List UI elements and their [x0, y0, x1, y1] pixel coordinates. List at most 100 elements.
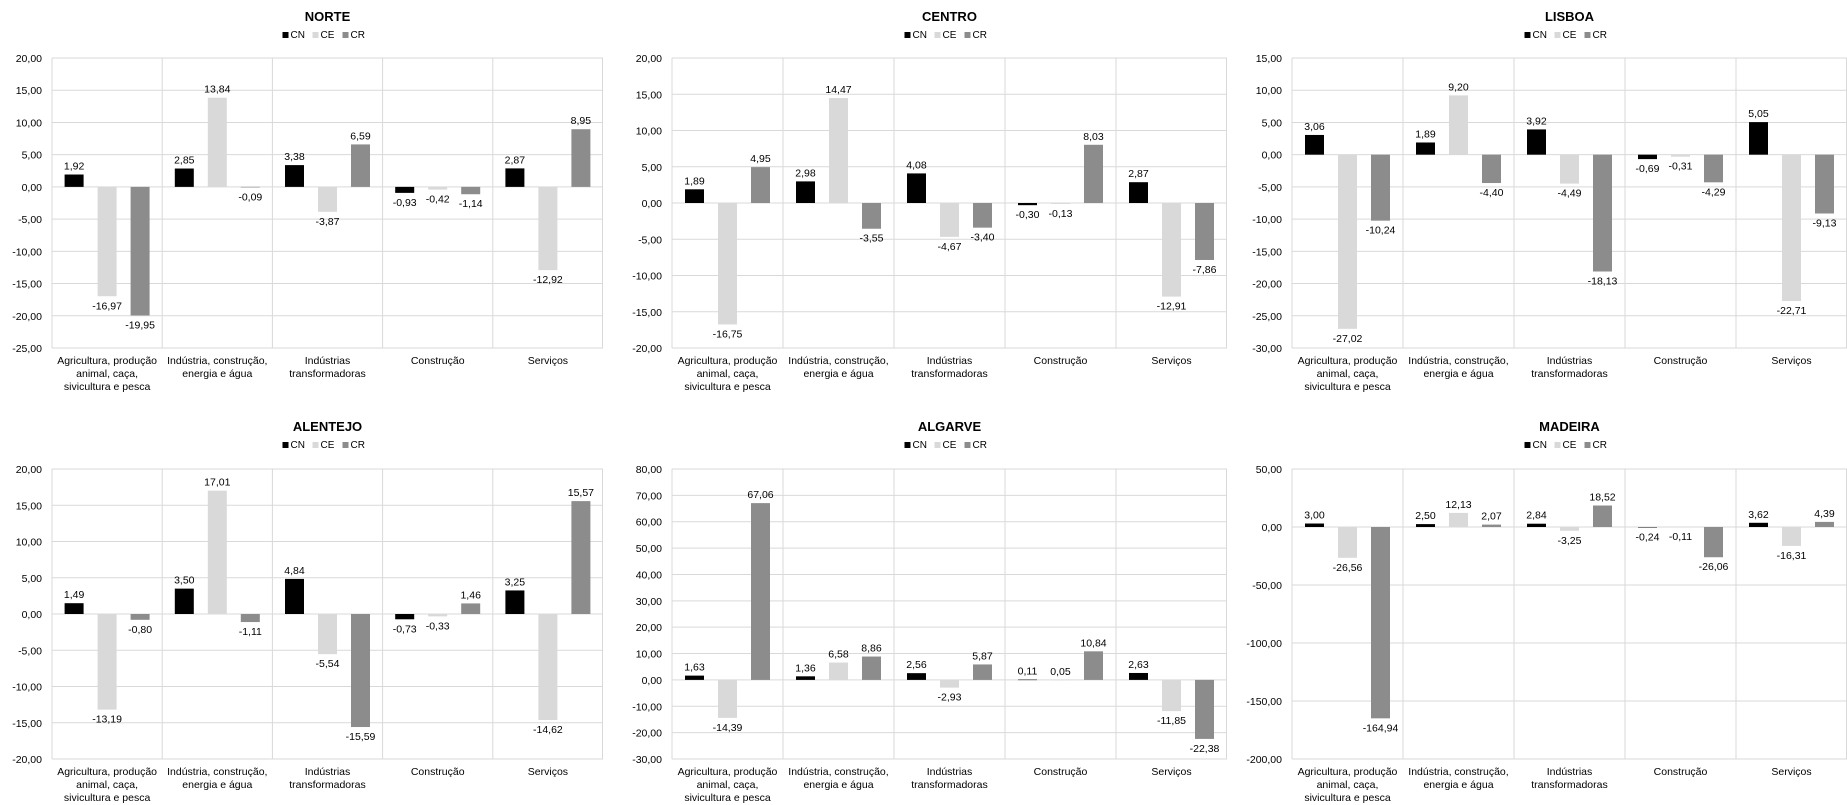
bar-cr	[1482, 154, 1501, 184]
legend-label-cr: CR	[1593, 30, 1607, 41]
category-label: Agricultura, produção	[1298, 355, 1398, 367]
y-tick-label: 20,00	[636, 53, 662, 65]
bar-ce	[538, 186, 558, 271]
y-axis: 80,00 70,00 60,00 50,00 40,00 30,00 20,00 10,00…	[632, 464, 1227, 766]
bar-cn	[685, 675, 704, 680]
data-label-cr: 15,57	[568, 487, 594, 499]
y-tick-label: 20,00	[16, 464, 42, 476]
bar-cn	[1416, 142, 1435, 155]
bar-ce	[1338, 527, 1357, 558]
bar-cr	[1084, 144, 1103, 203]
y-tick-label: -25,00	[12, 343, 42, 355]
data-label-cr: -7,86	[1193, 264, 1217, 276]
data-label-cr: 1,46	[460, 589, 481, 601]
bar-cn	[1305, 523, 1324, 527]
category-label: Serviços	[1771, 766, 1811, 778]
bar-cr	[351, 144, 370, 187]
bars: 3,00 2,50 2,84 -0,24 3,62 -26,56 12,13 -3,25 -0,…	[1304, 492, 1835, 735]
legend-swatch-cr	[342, 32, 349, 38]
category-label: sivicultura e pesca	[684, 792, 771, 804]
y-tick-label: -15,00	[632, 307, 662, 319]
bar-cn	[907, 173, 926, 203]
bar-cn	[1018, 679, 1037, 681]
category-label: Construção	[411, 355, 465, 367]
y-axis: 20,00 15,00 10,00 5,00 0,00 -5,00 -10,00 -15,00…	[632, 53, 1227, 355]
category-label: Indústria, construção,	[788, 355, 888, 367]
data-label-ce: 6,58	[828, 649, 849, 661]
chart-centro: CENTRO CN CE CR 20,00 15,00 10,00 5,00 0,00 -5,00…	[632, 9, 1227, 393]
data-label-ce: -26,56	[1333, 562, 1363, 574]
legend-label-ce: CE	[321, 440, 335, 451]
data-label-ce: 13,84	[204, 84, 230, 96]
data-label-ce: 17,01	[204, 477, 230, 489]
legend-swatch-ce	[1554, 32, 1561, 38]
bar-cr	[1815, 154, 1834, 214]
data-label-cr: 10,84	[1080, 637, 1106, 649]
y-tick-label: 15,00	[636, 89, 662, 101]
data-label-ce: 0,05	[1050, 666, 1071, 678]
category-label: energia e água	[182, 779, 252, 791]
data-label-cr: 67,06	[747, 489, 773, 501]
chart-alentejo: ALENTEJO CN CE CR 20,00 15,00 10,00 5,00 0,00 -5,…	[12, 419, 603, 804]
bar-cr	[571, 501, 591, 614]
bar-cr	[1704, 527, 1723, 558]
chart-legend: CN CE CR	[904, 30, 987, 41]
category-label: animal, caça,	[76, 779, 138, 791]
bar-ce	[829, 662, 848, 680]
bar-ce	[1449, 95, 1468, 155]
y-tick-label: 80,00	[636, 464, 662, 476]
data-label-cn: -0,24	[1636, 531, 1660, 543]
y-tick-label: -10,00	[12, 682, 42, 694]
legend-swatch-cr	[1584, 442, 1591, 448]
data-label-ce: -3,25	[1558, 535, 1582, 547]
category-label: Indústrias	[1547, 766, 1593, 778]
data-label-cr: -4,40	[1480, 187, 1504, 199]
legend-swatch-cn	[282, 442, 289, 448]
bar-ce	[1051, 203, 1070, 204]
data-label-cn: 3,38	[284, 151, 305, 163]
category-label: Agricultura, produção	[678, 766, 778, 778]
data-label-cr: -15,59	[346, 731, 376, 743]
data-label-ce: -22,71	[1777, 305, 1807, 317]
bar-ce	[1782, 527, 1801, 546]
data-label-cr: -18,13	[1588, 276, 1618, 288]
y-tick-label: -15,00	[1252, 246, 1282, 258]
y-tick-label: 50,00	[636, 543, 662, 555]
category-label: animal, caça,	[697, 368, 759, 380]
category-label: Construção	[1654, 355, 1708, 367]
bar-cn	[1305, 134, 1324, 155]
data-label-ce: -11,85	[1157, 715, 1186, 727]
data-label-cn: 1,49	[64, 589, 85, 601]
category-label: transformadoras	[1531, 368, 1607, 380]
y-tick-label: 0,00	[22, 182, 43, 194]
data-label-cn: 5,05	[1748, 108, 1769, 120]
data-label-cn: -0,73	[393, 623, 417, 635]
y-tick-label: -150,00	[1246, 696, 1282, 708]
bar-cn	[285, 578, 304, 614]
category-label: Serviços	[528, 766, 568, 778]
data-label-cn: 3,62	[1748, 509, 1769, 521]
bars: 1,63 1,36 2,56 0,11 2,63 -14,39 6,58 -2,93 0,05 -…	[684, 489, 1219, 755]
y-tick-label: -5,00	[638, 234, 662, 246]
y-tick-label: -30,00	[632, 754, 662, 766]
category-label: energia e água	[1423, 368, 1493, 380]
y-tick-label: 30,00	[636, 596, 662, 608]
bar-ce	[1671, 527, 1690, 528]
bar-cn	[1527, 523, 1546, 527]
bar-ce	[718, 203, 737, 325]
data-label-cr: -0,09	[238, 191, 262, 203]
chart-legend: CN CE CR	[904, 440, 987, 451]
legend-label-cr: CR	[973, 440, 987, 451]
bar-ce	[97, 614, 117, 710]
data-label-cr: -1,14	[459, 198, 483, 210]
chart-legend: CN CE CR	[1524, 30, 1607, 41]
bars: 1,92 2,85 3,38 -0,93 2,87 -16,97 13,84 -3,87 -0,…	[64, 84, 591, 332]
bar-cn	[685, 189, 704, 203]
data-label-cn: 2,85	[174, 155, 195, 167]
bar-cn	[1018, 203, 1037, 206]
bar-cr	[751, 167, 770, 203]
y-tick-label: -15,00	[12, 279, 42, 291]
data-label-cr: 2,07	[1481, 511, 1502, 523]
